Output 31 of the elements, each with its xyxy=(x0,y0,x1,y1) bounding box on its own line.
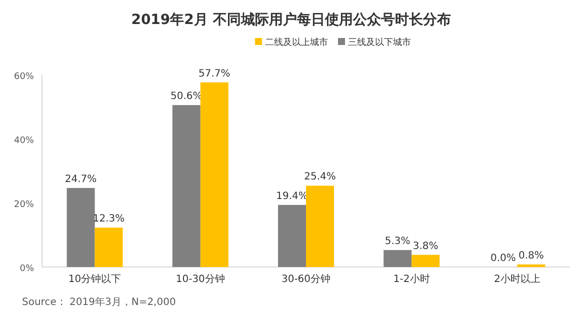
x-tick-label: 1-2小时 xyxy=(393,273,430,285)
text: 0.0% xyxy=(490,253,516,264)
text: 0.8% xyxy=(518,250,544,262)
bar xyxy=(66,188,95,267)
text: 3.8% xyxy=(412,240,438,252)
x-tick-label: 10-30分钟 xyxy=(176,273,225,285)
source-note: Source： 2019年3月，N=2,000 xyxy=(22,296,176,308)
bar xyxy=(306,186,334,267)
text: 5.3% xyxy=(384,236,410,248)
y-tick-label: 0% xyxy=(20,264,34,274)
x-tick-label: 30-60分钟 xyxy=(281,273,331,285)
bar xyxy=(172,105,200,267)
legend-label: 三线及以下城市 xyxy=(348,37,411,48)
text: 50.6% xyxy=(170,91,202,102)
bar xyxy=(384,250,412,267)
text: 57.7% xyxy=(198,68,230,80)
chart-title: 2019年2月 不同城际用户每日使用公众号时长分布 xyxy=(131,11,451,28)
bar xyxy=(517,264,546,267)
y-tick-label: 60% xyxy=(14,72,34,82)
bar xyxy=(278,204,306,267)
y-tick-label: 20% xyxy=(14,200,34,210)
x-tick-label: 10分钟以下 xyxy=(68,273,122,285)
legend-label: 二线及以上城市 xyxy=(265,37,328,48)
y-tick-label: 40% xyxy=(14,136,34,146)
text: 24.7% xyxy=(64,174,97,185)
bar xyxy=(412,254,440,267)
bar xyxy=(200,82,228,267)
x-tick-label: 2小时以上 xyxy=(494,273,540,285)
text: 19.4% xyxy=(276,190,308,202)
text: 25.4% xyxy=(304,172,336,183)
bar xyxy=(94,228,123,267)
